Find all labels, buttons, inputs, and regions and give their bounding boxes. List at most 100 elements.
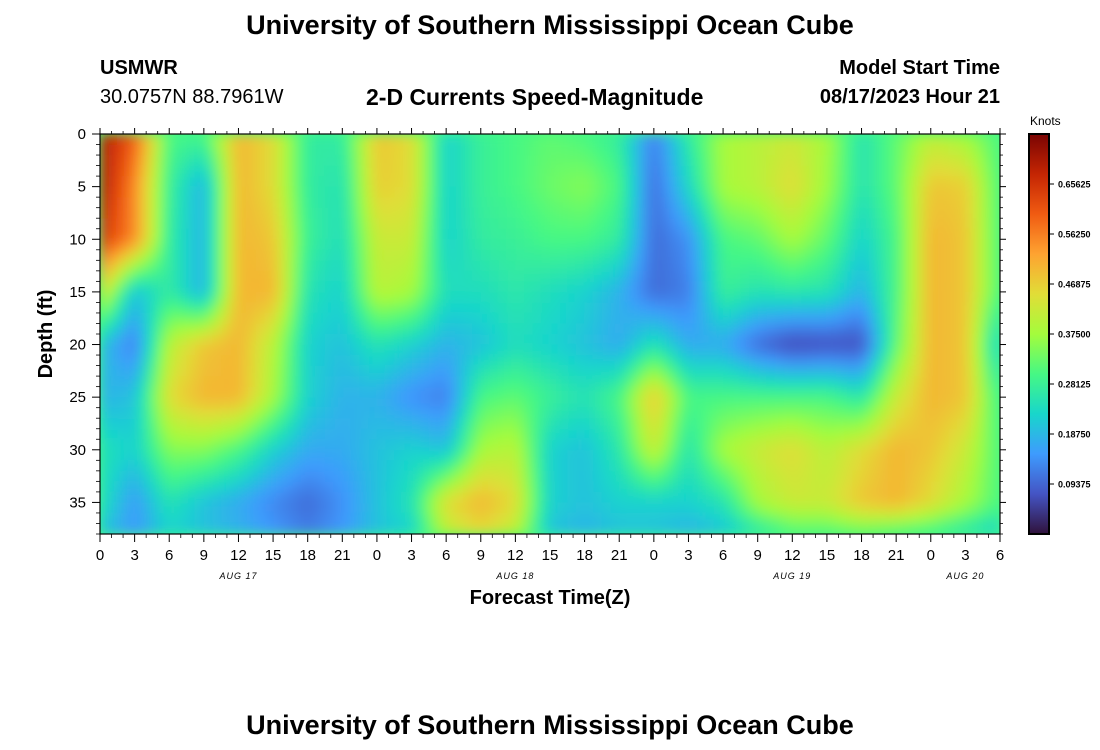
heatmap-cell <box>117 270 127 282</box>
heatmap-cell <box>212 249 222 261</box>
heatmap-cell <box>974 155 984 167</box>
heatmap-cell <box>177 502 188 514</box>
heatmap-cell <box>515 523 525 534</box>
heatmap-cell <box>454 302 465 314</box>
heatmap-cell <box>645 334 655 346</box>
heatmap-cell <box>757 523 767 534</box>
heatmap-cell <box>904 418 915 430</box>
heatmap-cell <box>775 155 785 167</box>
heatmap-cell <box>125 481 136 493</box>
heatmap-cell <box>826 449 837 461</box>
heatmap-cell <box>922 197 932 209</box>
heatmap-cell <box>775 334 785 346</box>
heatmap-cell <box>420 186 430 198</box>
heatmap-cell <box>567 207 577 219</box>
heatmap-cell <box>169 165 179 177</box>
heatmap-cell <box>307 344 317 356</box>
heatmap-cell <box>948 386 958 398</box>
heatmap-cell <box>203 407 214 419</box>
heatmap-cell <box>636 134 646 146</box>
heatmap-cell <box>480 228 491 240</box>
heatmap-cell <box>697 355 707 367</box>
heatmap-cell <box>809 460 819 472</box>
heatmap-cell <box>325 428 335 440</box>
heatmap-cell <box>394 344 404 356</box>
heatmap-cell <box>290 365 300 377</box>
heatmap-cell <box>247 512 257 525</box>
heatmap-cell <box>290 312 300 325</box>
heatmap-cell <box>766 281 776 293</box>
date-label: AUG 19 <box>772 571 811 581</box>
heatmap-cell <box>619 207 629 219</box>
heatmap-cell <box>610 334 620 346</box>
heatmap-cell <box>446 218 456 230</box>
heatmap-cell <box>290 481 300 493</box>
heatmap-cell <box>290 355 300 367</box>
heatmap-cell <box>359 449 369 461</box>
heatmap-cell <box>463 134 473 146</box>
heatmap-cell <box>446 481 456 493</box>
heatmap-cell <box>731 470 741 482</box>
heatmap-cell <box>844 376 854 388</box>
heatmap-cell <box>454 523 465 534</box>
heatmap-cell <box>463 155 473 167</box>
heatmap-cell <box>679 397 690 409</box>
heatmap-cell <box>229 218 240 230</box>
heatmap-cell <box>541 449 551 461</box>
heatmap-cell <box>316 260 326 272</box>
heatmap-cell <box>792 365 802 377</box>
heatmap-cell <box>922 523 932 534</box>
heatmap-cell <box>601 134 612 146</box>
heatmap-cell <box>593 407 603 419</box>
heatmap-cell <box>472 344 482 356</box>
heatmap-cell <box>255 186 266 198</box>
heatmap-cell <box>506 228 516 240</box>
heatmap-cell <box>333 355 343 367</box>
heatmap-cell <box>688 460 698 472</box>
heatmap-cell <box>645 312 655 325</box>
heatmap-cell <box>489 228 499 240</box>
heatmap-cell <box>186 439 196 451</box>
heatmap-cell <box>333 218 343 230</box>
heatmap-cell <box>247 239 257 251</box>
heatmap-cell <box>264 449 274 461</box>
heatmap-cell <box>437 428 447 440</box>
heatmap-cell <box>212 334 222 346</box>
heatmap-cell <box>723 407 733 419</box>
heatmap-cell <box>783 155 793 167</box>
heatmap-cell <box>757 134 767 146</box>
heatmap-cell <box>826 512 837 525</box>
heatmap-cell <box>974 291 984 304</box>
heatmap-cell <box>679 491 690 504</box>
heatmap-cell <box>826 376 837 388</box>
heatmap-cell <box>575 302 586 314</box>
heatmap-cell <box>775 144 785 156</box>
heatmap-cell <box>775 197 785 209</box>
x-tick-label: 6 <box>442 547 450 564</box>
heatmap-cell <box>134 197 144 209</box>
heatmap-cell <box>186 239 196 251</box>
heatmap-cell <box>463 344 473 356</box>
heatmap-cell <box>835 144 845 156</box>
heatmap-cell <box>818 481 828 493</box>
heatmap-cell <box>506 460 516 472</box>
heatmap-cell <box>160 355 170 367</box>
heatmap-cell <box>376 218 387 230</box>
heatmap-cell <box>896 428 906 440</box>
heatmap-cell <box>541 165 551 177</box>
heatmap-cell <box>749 481 759 493</box>
heatmap-cell <box>420 491 430 504</box>
heatmap-cell <box>974 270 984 282</box>
heatmap-cell <box>506 312 516 325</box>
heatmap-cell <box>731 460 741 472</box>
heatmap-cell <box>151 512 162 525</box>
heatmap-cell <box>575 228 586 240</box>
heatmap-cell <box>134 460 144 472</box>
heatmap-cell <box>930 260 941 272</box>
heatmap-cell <box>221 302 231 314</box>
heatmap-cell <box>844 218 854 230</box>
heatmap-cell <box>273 155 283 167</box>
heatmap-cell <box>714 228 724 240</box>
heatmap-cell <box>489 165 499 177</box>
heatmap-cell <box>480 239 491 251</box>
